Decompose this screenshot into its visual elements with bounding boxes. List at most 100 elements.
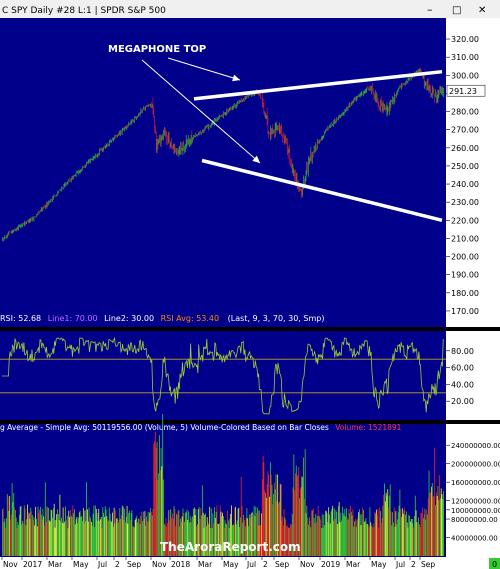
- volume-bar: [207, 521, 209, 556]
- close-button[interactable]: ✕: [478, 5, 486, 16]
- volume-bar: [186, 509, 188, 556]
- price-tick-label: 240.00: [451, 180, 479, 189]
- volume-bar: [241, 505, 243, 556]
- volume-bar: [54, 527, 56, 556]
- volume-bar: [116, 518, 117, 556]
- volume-bar: [354, 518, 356, 556]
- volume-bar: [209, 506, 211, 556]
- volume-bar: [349, 513, 351, 556]
- volume-bar: [394, 526, 396, 556]
- volume-bar: [57, 513, 59, 556]
- rsi-axis: [446, 331, 500, 420]
- volume-bar: [407, 527, 409, 556]
- volume-bar: [262, 456, 264, 556]
- volume-bar: [150, 512, 152, 556]
- maximize-button[interactable]: □: [452, 5, 461, 16]
- volume-bar: [329, 514, 330, 556]
- volume-bar: [172, 518, 174, 556]
- volume-bar: [397, 512, 399, 556]
- volume-bar: [19, 514, 20, 556]
- volume-bar: [138, 518, 139, 556]
- volume-bars: [2, 414, 444, 556]
- price-tick-label: 230.00: [451, 198, 479, 207]
- volume-bar: [99, 519, 101, 556]
- volume-bar: [47, 507, 49, 556]
- price-tick-label: 260.00: [451, 144, 479, 153]
- volume-bar: [46, 506, 48, 556]
- volume-bar: [354, 521, 355, 556]
- x-tick-label: 2: [263, 560, 268, 569]
- volume-bar: [427, 498, 429, 556]
- volume-bar: [280, 484, 282, 556]
- volume-bar: [91, 525, 93, 556]
- minimize-button[interactable]: –: [427, 3, 433, 16]
- volume-bar: [269, 496, 270, 556]
- volume-bar: [114, 523, 116, 556]
- volume-bar: [43, 516, 45, 556]
- volume-bar: [248, 526, 249, 556]
- price-tick-label: 250.00: [451, 162, 479, 171]
- volume-bar: [27, 515, 29, 556]
- volume-bar: [227, 510, 228, 556]
- volume-tick-label: 160000000.00: [451, 479, 500, 487]
- volume-bar: [299, 498, 300, 556]
- rsi-tick-label: 40.00: [451, 380, 474, 389]
- arrow-to-upper-line-head: [232, 74, 240, 82]
- volume-bar: [274, 489, 276, 556]
- volume-bar: [365, 518, 367, 556]
- arrow-to-upper-line: [167, 57, 241, 81]
- volume-bar: [312, 510, 313, 556]
- volume-bar: [145, 525, 147, 556]
- volume-bar: [167, 522, 168, 556]
- volume-bar: [267, 471, 269, 556]
- volume-bar: [260, 524, 262, 556]
- volume-bar: [216, 505, 218, 556]
- volume-bar: [39, 509, 41, 556]
- volume-bar: [77, 523, 79, 556]
- volume-bar: [240, 476, 242, 556]
- volume-bar: [298, 466, 300, 556]
- volume-bar: [236, 520, 238, 556]
- volume-bar: [290, 524, 291, 556]
- volume-bar: [192, 516, 194, 556]
- x-tick-label: Nov: [300, 560, 315, 569]
- volume-bar: [179, 526, 181, 556]
- volume-bar: [153, 443, 155, 556]
- volume-bar: [21, 524, 23, 556]
- volume-bar: [36, 526, 38, 556]
- volume-bar: [296, 476, 298, 556]
- volume-bar: [100, 516, 102, 556]
- volume-bar: [23, 522, 24, 556]
- volume-bar: [357, 517, 359, 556]
- x-tick-label: 2: [115, 560, 120, 569]
- volume-bar: [307, 517, 308, 556]
- volume-bar: [291, 513, 293, 556]
- volume-bar: [419, 526, 421, 556]
- volume-bar: [128, 512, 130, 556]
- volume-bar: [48, 520, 50, 556]
- volume-bar: [277, 474, 279, 556]
- volume-bar: [121, 505, 123, 556]
- volume-bar: [3, 522, 5, 556]
- price-axis: [446, 18, 500, 327]
- volume-bar: [443, 490, 444, 556]
- volume-bar: [15, 517, 17, 556]
- volume-bar: [220, 511, 222, 556]
- volume-bar: [156, 442, 158, 556]
- volume-bar: [163, 524, 165, 556]
- volume-bar: [309, 520, 311, 556]
- volume-bar: [112, 512, 113, 556]
- price-candles: [2, 67, 444, 243]
- volume-bar: [148, 521, 150, 556]
- volume-bar: [234, 507, 236, 556]
- volume-bar: [333, 520, 334, 556]
- volume-bar: [201, 515, 202, 556]
- volume-bar: [16, 527, 18, 556]
- volume-bar: [243, 514, 245, 556]
- volume-bar: [162, 414, 164, 556]
- volume-bar: [130, 513, 132, 556]
- x-tick-label: Sep: [275, 560, 289, 569]
- volume-bar: [134, 520, 136, 556]
- volume-bar: [264, 490, 266, 556]
